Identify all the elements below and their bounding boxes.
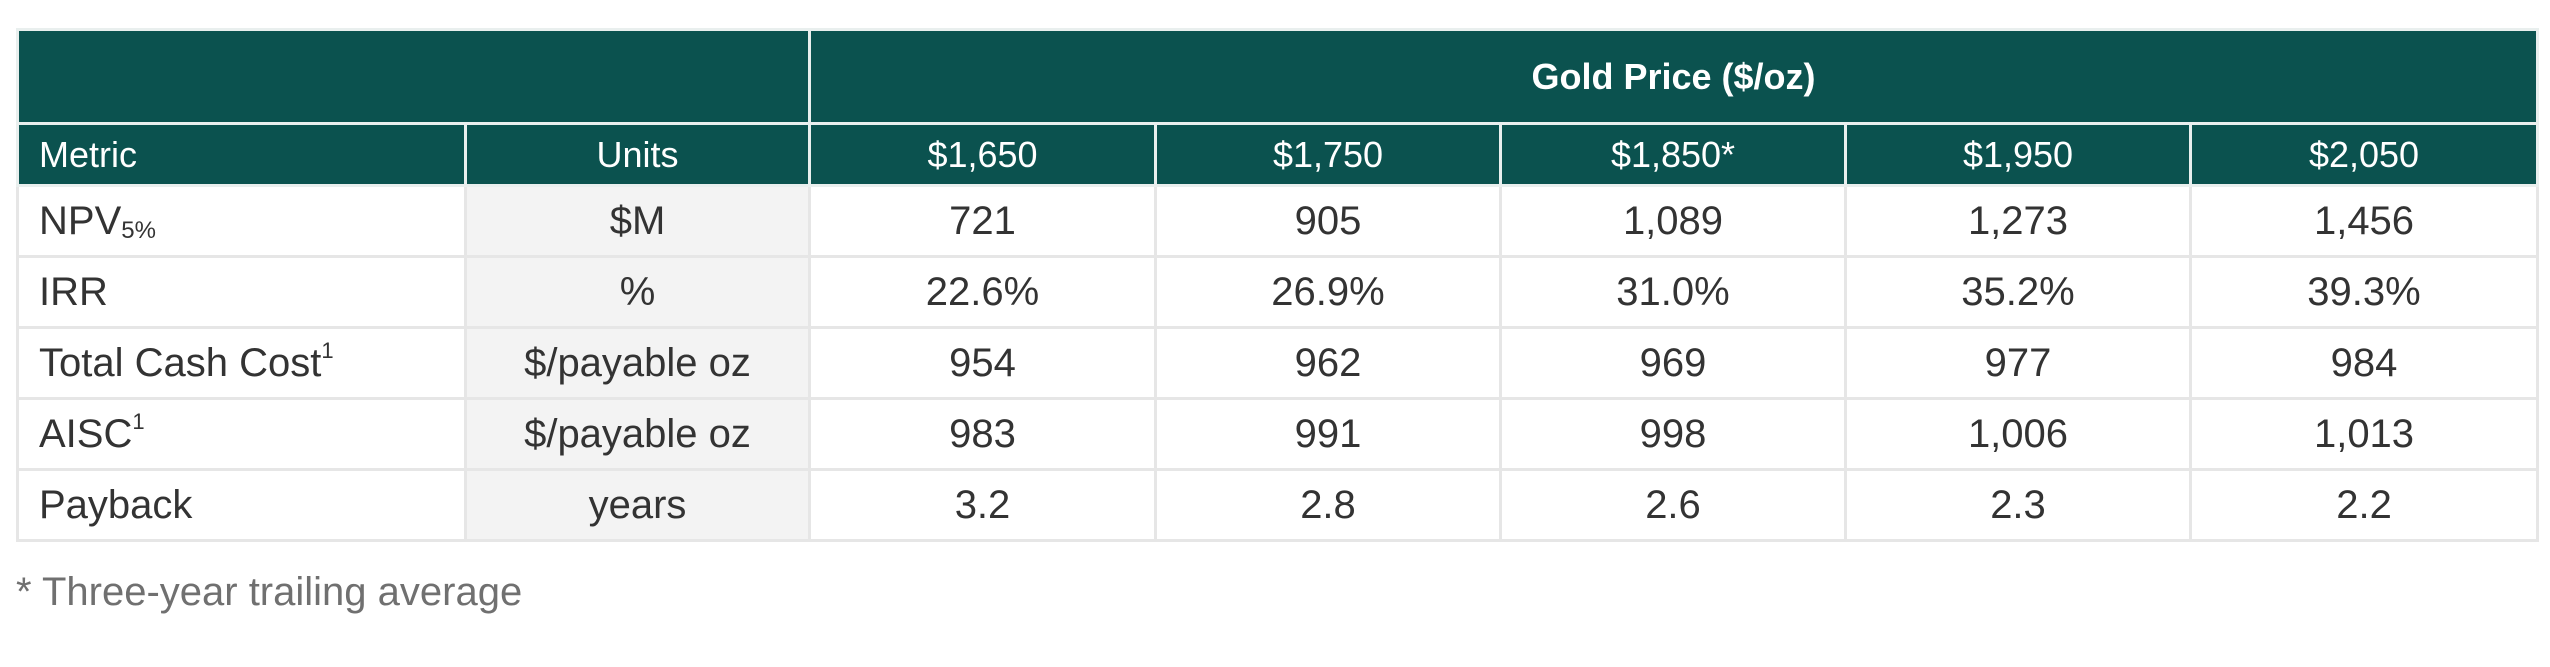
table-row-aisc: AISC1 $/payable oz 983 991 998 1,006 1,0… xyxy=(16,397,2540,471)
value-cell: 39.3% xyxy=(2188,255,2540,329)
metric-cell: Payback xyxy=(16,468,467,542)
metric-cell: AISC1 xyxy=(16,397,467,471)
table-row-npv: NPV5% $M 721 905 1,089 1,273 1,456 xyxy=(16,184,2540,258)
value-cell: 35.2% xyxy=(1844,255,2192,329)
value-cell: 998 xyxy=(1499,397,1847,471)
metric-subscript: 5% xyxy=(121,216,156,244)
price-column-header: $2,050 xyxy=(2188,122,2540,187)
units-cell: $M xyxy=(464,184,811,258)
header-row-gold-price: Gold Price ($/oz) xyxy=(16,28,2540,125)
value-cell: 1,089 xyxy=(1499,184,1847,258)
price-column-header: $1,750 xyxy=(1154,122,1502,187)
table-row-irr: IRR % 22.6% 26.9% 31.0% 35.2% 39.3% xyxy=(16,255,2540,329)
price-column-header: $1,650 xyxy=(808,122,1157,187)
value-cell: 1,456 xyxy=(2188,184,2540,258)
price-column-header: $1,950 xyxy=(1844,122,2192,187)
metric-label: NPV xyxy=(39,198,122,243)
units-column-header: Units xyxy=(464,122,811,187)
price-column-header: $1,850* xyxy=(1499,122,1847,187)
sensitivity-table-wrapper: Gold Price ($/oz) Metric Units $1,650 $1… xyxy=(16,28,2540,542)
value-cell: 2.8 xyxy=(1154,468,1502,542)
value-cell: 1,006 xyxy=(1844,397,2192,471)
table-row-payback: Payback years 3.2 2.8 2.6 2.3 2.2 xyxy=(16,468,2540,542)
units-cell: $/payable oz xyxy=(464,397,811,471)
value-cell: 905 xyxy=(1154,184,1502,258)
value-cell: 26.9% xyxy=(1154,255,1502,329)
value-cell: 1,013 xyxy=(2188,397,2540,471)
metric-label: Total Cash Cost xyxy=(39,340,322,385)
gold-price-sensitivity-table: Gold Price ($/oz) Metric Units $1,650 $1… xyxy=(16,28,2540,542)
table-row-total-cash-cost: Total Cash Cost1 $/payable oz 954 962 96… xyxy=(16,326,2540,400)
value-cell: 31.0% xyxy=(1499,255,1847,329)
value-cell: 2.6 xyxy=(1499,468,1847,542)
value-cell: 2.3 xyxy=(1844,468,2192,542)
metric-cell: NPV5% xyxy=(16,184,467,258)
value-cell: 2.2 xyxy=(2188,468,2540,542)
value-cell: 22.6% xyxy=(808,255,1157,329)
footnote-marker: 1 xyxy=(132,408,145,434)
value-cell: 962 xyxy=(1154,326,1502,400)
gold-price-group-header: Gold Price ($/oz) xyxy=(807,28,2540,125)
value-cell: 3.2 xyxy=(808,468,1157,542)
footnote-text: * Three-year trailing average xyxy=(16,570,523,614)
header-row-columns: Metric Units $1,650 $1,750 $1,850* $1,95… xyxy=(16,122,2540,187)
value-cell: 983 xyxy=(808,397,1157,471)
metric-label: AISC xyxy=(39,411,133,456)
metric-cell: Total Cash Cost1 xyxy=(16,326,467,400)
metric-column-header: Metric xyxy=(16,122,467,187)
value-cell: 969 xyxy=(1499,326,1847,400)
value-cell: 977 xyxy=(1844,326,2192,400)
header-blank-cell xyxy=(16,28,811,125)
units-cell: $/payable oz xyxy=(464,326,811,400)
value-cell: 954 xyxy=(808,326,1157,400)
value-cell: 991 xyxy=(1154,397,1502,471)
footnote-marker: 1 xyxy=(321,337,334,363)
value-cell: 721 xyxy=(808,184,1157,258)
units-cell: % xyxy=(464,255,811,329)
metric-cell: IRR xyxy=(16,255,467,329)
value-cell: 984 xyxy=(2188,326,2540,400)
units-cell: years xyxy=(464,468,811,542)
value-cell: 1,273 xyxy=(1844,184,2192,258)
